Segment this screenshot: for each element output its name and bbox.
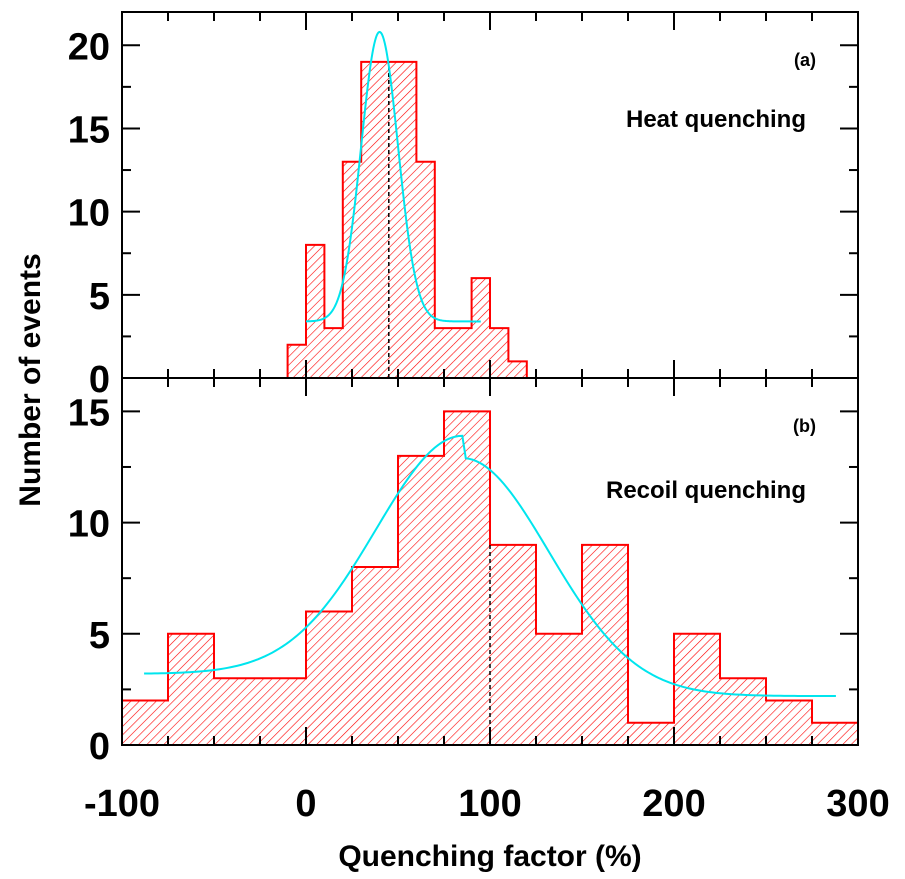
- histogram-bar-a-11: [490, 328, 509, 378]
- histogram-bar-a-7: [416, 161, 435, 378]
- y-tick-label-a-20: 20: [68, 26, 110, 68]
- panel-annotation-a: Heat quenching: [626, 106, 806, 133]
- histogram-bar-a-12: [508, 361, 527, 378]
- panel-a-heat-quenching: 0 5 10 15 20 (a) Heat quenching: [68, 11, 859, 401]
- histogram-bar-b-13: [720, 678, 766, 745]
- histogram-bar-a-3: [342, 161, 362, 378]
- histogram-bar-b-6: [398, 455, 444, 745]
- y-tick-label-b-5: 5: [89, 615, 110, 657]
- histogram-bar-a-4: [361, 61, 380, 379]
- histogram-bar-a-5: [379, 61, 398, 379]
- histogram-bar-b-5: [352, 567, 398, 745]
- x-tick-label-3: 200: [642, 783, 705, 825]
- panel-b-recoil-quenching: 0 5 10 15 (b) Recoil quenching: [68, 377, 859, 768]
- histogram-bar-b-11: [628, 722, 674, 745]
- x-axis-title: Quenching factor (%): [338, 840, 641, 873]
- y-tick-label-b-15: 15: [68, 392, 110, 434]
- panel-label-a: (a): [794, 50, 816, 70]
- histogram-bar-a-0: [287, 344, 306, 378]
- panel-annotation-b: Recoil quenching: [606, 477, 806, 504]
- histogram-bar-b-0: [122, 700, 168, 745]
- histogram-bar-b-4: [306, 611, 352, 745]
- x-axis-tick-labels: -100 0 100 200 300: [84, 783, 890, 825]
- y-tick-label-a-10: 10: [68, 193, 110, 235]
- histogram-bar-a-9: [453, 328, 472, 378]
- histogram-bar-b-15: [812, 722, 858, 745]
- histogram-bar-b-9: [536, 633, 582, 745]
- panel-label-b: (b): [793, 416, 816, 436]
- y-axis-title: Number of events: [14, 253, 47, 506]
- y-tick-label-a-5: 5: [89, 276, 110, 318]
- histogram-bar-a-10: [471, 278, 490, 378]
- histogram-bar-b-1: [168, 633, 214, 745]
- histogram-outline-a: [286, 60, 528, 378]
- histogram-bar-a-2: [324, 328, 343, 378]
- x-tick-label-0: -100: [84, 783, 160, 825]
- histogram-bar-b-3: [260, 678, 306, 745]
- histogram-bar-b-2: [214, 678, 260, 745]
- x-tick-label-2: 100: [458, 783, 521, 825]
- gaussian-fit-curve-a: [305, 30, 481, 323]
- histogram-bar-a-8: [434, 328, 454, 378]
- gaussian-fit-curve-b: [144, 434, 836, 698]
- x-tick-label-4: 300: [826, 783, 889, 825]
- y-tick-label-b-10: 10: [68, 504, 110, 546]
- histogram-bar-a-1: [306, 244, 325, 378]
- histogram-outline-b: [121, 410, 859, 745]
- histogram-bar-b-7: [444, 411, 490, 745]
- x-tick-label-1: 0: [295, 783, 316, 825]
- y-tick-label-a-0: 0: [89, 359, 110, 401]
- histogram-bar-b-10: [582, 544, 628, 745]
- y-tick-label-b-0: 0: [89, 726, 110, 768]
- y-tick-label-a-15: 15: [68, 109, 110, 151]
- histogram-bar-b-14: [766, 700, 812, 745]
- histogram-bar-b-8: [490, 544, 536, 745]
